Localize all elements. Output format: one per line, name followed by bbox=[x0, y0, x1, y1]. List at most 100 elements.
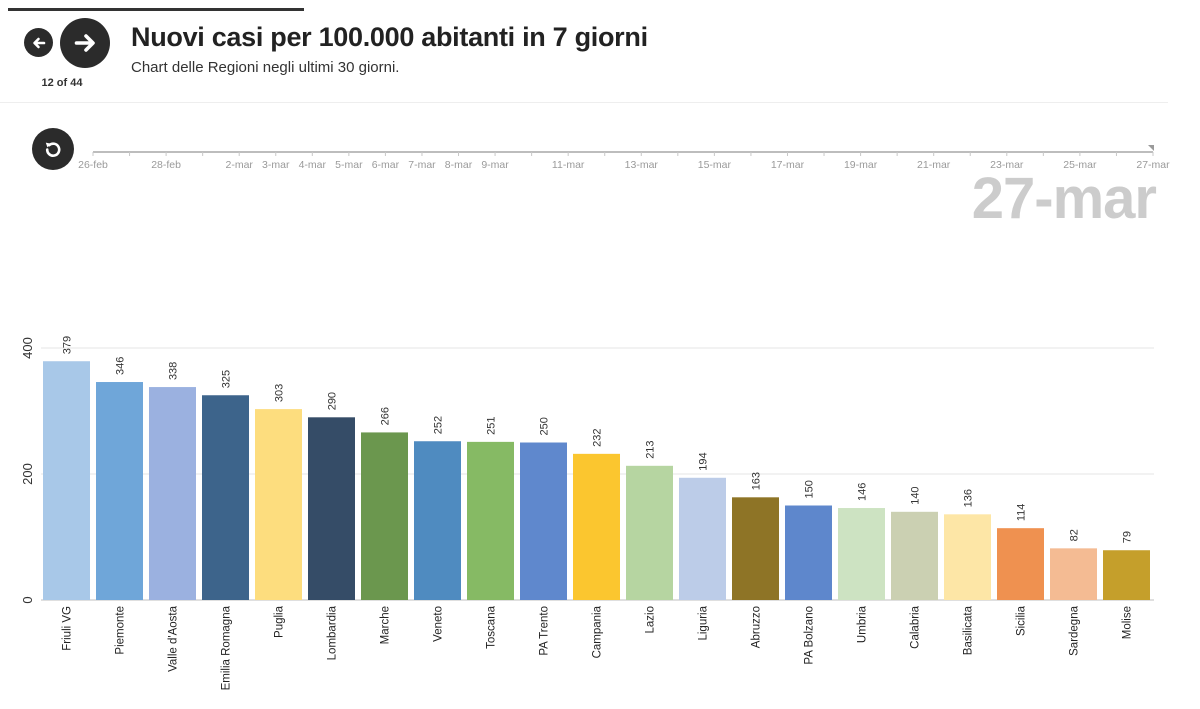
timeline-tick-label[interactable]: 27-mar bbox=[1136, 159, 1170, 171]
category-label: Lombardia bbox=[327, 605, 339, 660]
data-label: 150 bbox=[804, 480, 816, 498]
timeline-tick-label[interactable]: 23-mar bbox=[990, 159, 1024, 171]
timeline-tick-label[interactable]: 26-feb bbox=[78, 159, 108, 171]
arrow-left-icon bbox=[32, 37, 45, 48]
category-label: Abruzzo bbox=[751, 606, 763, 648]
category-label: PA Bolzano bbox=[804, 606, 816, 665]
category-label: Emilia Romagna bbox=[221, 605, 233, 690]
data-label: 252 bbox=[433, 416, 445, 434]
bar bbox=[732, 497, 779, 600]
timeline-tick-label[interactable]: 17-mar bbox=[771, 159, 805, 171]
y-tick-label: 0 bbox=[20, 596, 35, 603]
bar bbox=[997, 528, 1044, 600]
timeline-tick-label[interactable]: 11-mar bbox=[552, 159, 585, 171]
replay-button[interactable] bbox=[32, 128, 74, 170]
data-label: 303 bbox=[274, 384, 286, 402]
bar bbox=[573, 453, 620, 600]
bar bbox=[255, 409, 302, 600]
bar bbox=[1050, 548, 1097, 600]
data-label: 251 bbox=[486, 417, 498, 435]
bar bbox=[43, 361, 90, 600]
story-progress-line bbox=[8, 8, 304, 11]
timeline-tick-label[interactable]: 21-mar bbox=[917, 159, 951, 171]
data-label: 79 bbox=[1122, 531, 1134, 543]
data-label: 290 bbox=[327, 392, 339, 410]
y-tick-label: 400 bbox=[20, 337, 35, 359]
data-label: 82 bbox=[1069, 529, 1081, 541]
arrow-right-icon bbox=[74, 34, 95, 52]
bar bbox=[679, 477, 726, 600]
page-title: Nuovi casi per 100.000 abitanti in 7 gio… bbox=[131, 22, 648, 52]
bar bbox=[149, 387, 196, 600]
page-subtitle: Chart delle Regioni negli ultimi 30 gior… bbox=[131, 59, 400, 76]
category-label: Valle d'Aosta bbox=[168, 605, 180, 672]
data-label: 338 bbox=[168, 362, 180, 380]
category-label: Sardegna bbox=[1069, 605, 1081, 655]
data-label: 266 bbox=[380, 407, 392, 425]
data-label: 325 bbox=[221, 370, 233, 388]
data-label: 146 bbox=[857, 483, 869, 501]
data-label: 346 bbox=[115, 357, 127, 375]
data-label: 250 bbox=[539, 417, 551, 435]
category-label: Piemonte bbox=[115, 606, 127, 655]
bar bbox=[308, 417, 355, 600]
bar-chart: 0 200 400 379 Friuli VG 346 Piemonte 338 Valle d… bbox=[20, 336, 1154, 690]
timeline-tick-label[interactable]: 6-mar bbox=[372, 159, 400, 171]
timeline-tick-label[interactable]: 25-mar bbox=[1063, 159, 1097, 171]
bar bbox=[626, 465, 673, 600]
category-label: Puglia bbox=[274, 605, 286, 638]
next-button[interactable] bbox=[60, 18, 110, 68]
replay-icon bbox=[45, 142, 61, 157]
previous-button[interactable] bbox=[24, 28, 53, 57]
data-label: 140 bbox=[910, 486, 922, 504]
bar bbox=[414, 441, 461, 600]
category-label: Lazio bbox=[645, 606, 657, 634]
y-tick-label: 200 bbox=[20, 463, 35, 485]
category-label: Molise bbox=[1122, 606, 1134, 639]
category-label: Liguria bbox=[698, 605, 710, 640]
category-label: Sicilia bbox=[1016, 605, 1028, 636]
category-label: Marche bbox=[380, 606, 392, 644]
category-label: Friuli VG bbox=[62, 606, 74, 651]
bar bbox=[361, 432, 408, 600]
category-label: Calabria bbox=[910, 605, 922, 648]
bar bbox=[1103, 550, 1150, 600]
data-label: 213 bbox=[645, 440, 657, 458]
timeline-tick-label[interactable]: 4-mar bbox=[299, 159, 327, 171]
data-label: 114 bbox=[1016, 504, 1028, 522]
category-label: Veneto bbox=[433, 606, 445, 642]
timeline-tick-label[interactable]: 9-mar bbox=[481, 159, 509, 171]
data-label: 194 bbox=[698, 452, 710, 470]
data-label: 232 bbox=[592, 428, 604, 446]
timeline-tick-label[interactable]: 15-mar bbox=[698, 159, 732, 171]
bar bbox=[944, 514, 991, 600]
data-label: 136 bbox=[963, 489, 975, 507]
category-label: Basilicata bbox=[963, 605, 975, 655]
header-divider bbox=[0, 102, 1168, 103]
current-date-label: 27-mar bbox=[971, 166, 1157, 231]
category-label: Umbria bbox=[857, 605, 869, 643]
timeline-handle[interactable] bbox=[1148, 145, 1154, 151]
timeline-tick-label[interactable]: 7-mar bbox=[408, 159, 436, 171]
timeline-tick-label[interactable]: 8-mar bbox=[445, 159, 473, 171]
bar bbox=[202, 395, 249, 600]
bar bbox=[520, 442, 567, 600]
timeline-tick-label[interactable]: 28-feb bbox=[151, 159, 181, 171]
bar bbox=[891, 511, 938, 600]
bar bbox=[96, 382, 143, 600]
data-label: 379 bbox=[62, 336, 74, 354]
bar bbox=[467, 441, 514, 600]
timeline-tick-label[interactable]: 3-mar bbox=[262, 159, 290, 171]
timeline-tick-label[interactable]: 19-mar bbox=[844, 159, 878, 171]
category-label: Toscana bbox=[486, 605, 498, 648]
timeline-tick-label[interactable]: 2-mar bbox=[225, 159, 253, 171]
bar bbox=[785, 505, 832, 600]
timeline-tick-label[interactable]: 5-mar bbox=[335, 159, 363, 171]
bar bbox=[838, 508, 885, 600]
category-label: Campania bbox=[592, 605, 604, 658]
timeline-slider[interactable]: 26-feb 28-feb 2-mar 3-mar 4-mar 5-mar 6-mar 7-m… bbox=[0, 140, 1200, 176]
category-label: PA Trento bbox=[539, 606, 551, 656]
timeline-tick-label[interactable]: 13-mar bbox=[625, 159, 659, 171]
slide-counter: 12 of 44 bbox=[41, 77, 83, 89]
data-label: 163 bbox=[751, 472, 763, 490]
